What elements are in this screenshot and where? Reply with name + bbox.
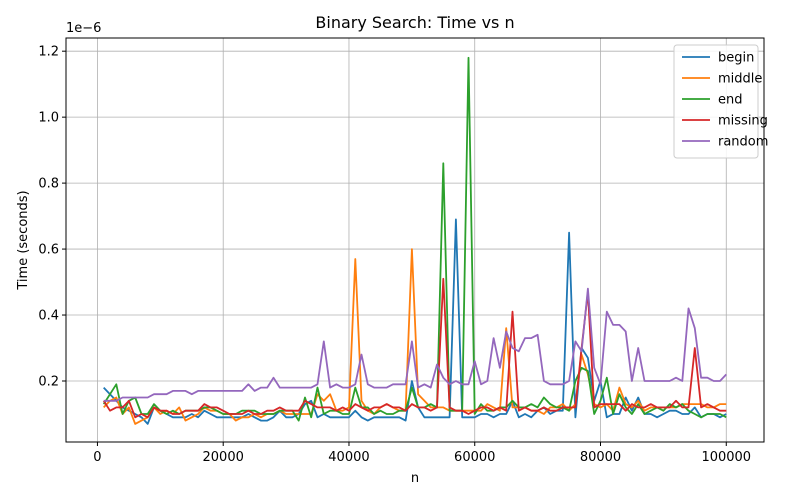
x-tick-label: 60000 [454,450,495,465]
y-tick-label: 0.2 [38,374,59,389]
legend-box [673,44,759,159]
legend: begin middle end missing random [673,44,768,159]
x-axis: 0 20000 40000 60000 80000 100000 [93,442,751,465]
y-axis-title: Time (seconds) [16,190,31,290]
plot-frame [65,37,765,443]
series-line-missing [102,277,727,419]
x-tick-label: 20000 [203,450,244,465]
series-line-random [103,287,727,402]
chart-title: Binary Search: Time vs n [315,13,514,32]
y-tick-label: 0.6 [38,243,59,258]
y-tick-label: 1.2 [38,45,59,60]
y-tick-label: 1.0 [38,111,59,126]
series-layer [102,56,727,425]
x-tick-label: 40000 [328,450,369,465]
y-tick-label: 0.4 [38,309,59,324]
x-tick-label: 80000 [580,450,621,465]
x-tick-label: 0 [93,450,101,465]
series-line-middle [103,248,727,425]
x-axis-title: n [411,471,419,486]
legend-label-random: random [718,135,768,150]
legend-label-begin: begin [718,51,754,66]
x-tick-label: 100000 [701,450,751,465]
series-line-end [102,56,727,422]
legend-label-end: end [718,93,743,108]
legend-label-middle: middle [718,72,762,87]
legend-label-missing: missing [718,114,768,129]
series-line-begin [103,218,727,425]
y-axis: 0.2 0.4 0.6 0.8 1.0 1.2 [38,45,66,389]
y-scale-label: 1e−6 [66,21,101,36]
y-tick-label: 0.8 [38,177,59,192]
